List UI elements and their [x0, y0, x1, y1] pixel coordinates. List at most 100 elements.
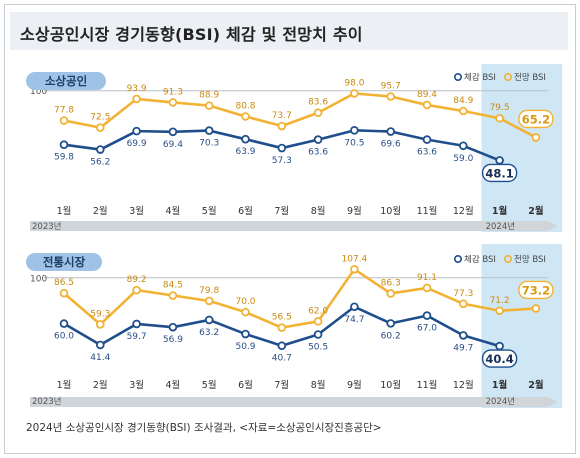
data-point	[495, 113, 504, 123]
data-point	[277, 121, 287, 131]
data-label-box	[481, 349, 518, 368]
x-tick-label: 4월	[166, 379, 181, 391]
data-label: 77.8	[54, 106, 74, 116]
x-tick-label: 1월	[57, 205, 72, 217]
data-point	[422, 283, 432, 293]
data-point	[132, 285, 141, 295]
data-point	[96, 123, 105, 132]
data-point	[168, 291, 178, 300]
data-point	[204, 126, 214, 135]
data-label: 70.0	[235, 297, 255, 307]
x-tick-label: 8월	[311, 379, 326, 391]
data-point	[204, 296, 214, 306]
data-point	[59, 288, 69, 298]
year-label-2024: 2024년	[486, 221, 515, 232]
data-point	[350, 302, 359, 312]
data-label: 67.0	[417, 324, 437, 334]
highlight-2024-band	[481, 244, 563, 408]
x-tick-label: 1월	[492, 379, 507, 391]
x-tick-label: 11월	[417, 379, 438, 391]
data-point	[204, 315, 214, 325]
data-point	[96, 320, 105, 329]
series-line-outlook	[63, 92, 537, 139]
data-point	[495, 306, 504, 316]
data-point	[313, 135, 323, 144]
x-tick-label: 2월	[528, 379, 543, 391]
data-point	[132, 319, 141, 329]
data-label: 50.9	[235, 342, 255, 352]
data-label: 57.3	[272, 156, 292, 166]
data-label: 72.5	[90, 113, 110, 123]
data-label: 84.5	[163, 281, 183, 291]
data-point	[277, 323, 287, 332]
x-tick-label: 2월	[528, 205, 543, 217]
data-point	[59, 116, 69, 125]
data-label: 69.4	[163, 140, 183, 150]
x-tick-label: 7월	[274, 379, 289, 391]
data-label: 89.4	[417, 90, 437, 100]
data-label: 65.2	[522, 112, 550, 126]
x-tick-label: 4월	[166, 205, 181, 217]
data-point	[132, 126, 141, 136]
data-label: 98.0	[344, 78, 364, 88]
data-label: 91.1	[417, 273, 437, 283]
chart-panel-2: 100 전통시장 체감 BSI 전망 BSI 60.0 41.4 59.7 56.9 63.2 5…	[26, 244, 563, 408]
x-tick-label: 5월	[202, 379, 217, 391]
data-point	[386, 319, 396, 328]
data-label: 60.0	[54, 332, 74, 342]
data-label: 56.5	[272, 313, 292, 323]
x-tick-label: 5월	[202, 205, 217, 217]
x-tick-label: 12월	[453, 379, 474, 391]
title-bar: 소상공인시장 경기동향(BSI) 체감 및 전망치 추이	[10, 12, 568, 50]
data-label: 63.6	[417, 148, 437, 158]
data-label-box	[518, 109, 554, 129]
x-tick-label: 11월	[417, 205, 438, 217]
reference-line-label: 100	[30, 87, 47, 97]
data-label: 70.5	[344, 138, 364, 148]
data-point	[241, 134, 250, 144]
data-label: 73.2	[522, 283, 550, 297]
data-point	[422, 100, 432, 110]
data-point	[350, 264, 359, 274]
data-point	[386, 127, 396, 136]
x-tick-label: 12월	[453, 205, 474, 217]
data-point	[168, 98, 178, 107]
data-point	[458, 299, 468, 309]
data-point	[458, 106, 468, 116]
x-tick-label: 2월	[93, 379, 108, 391]
data-label: 80.8	[235, 101, 255, 111]
data-point	[386, 289, 396, 298]
legend: 체감 BSI 전망 BSI	[453, 254, 546, 265]
data-label: 56.9	[163, 335, 183, 345]
data-point	[277, 143, 287, 153]
x-tick-label: 1월	[57, 379, 72, 391]
x-tick-label: 9월	[347, 379, 362, 391]
data-point	[277, 341, 287, 351]
data-point	[495, 156, 504, 165]
data-point	[458, 331, 468, 340]
panel-badge	[26, 72, 106, 90]
data-point	[132, 94, 141, 104]
legend-label-outlook: 전망 BSI	[514, 254, 546, 265]
data-label: 63.9	[235, 147, 255, 157]
data-point	[313, 108, 323, 118]
data-point	[241, 307, 250, 317]
data-label: 41.4	[90, 353, 110, 363]
data-label: 107.4	[342, 254, 368, 264]
data-label: 59.0	[453, 154, 473, 164]
data-label: 49.7	[453, 343, 473, 353]
data-label: 60.2	[381, 331, 401, 341]
data-label: 88.9	[199, 91, 219, 101]
x-tick-label: 7월	[274, 205, 289, 217]
data-point	[350, 89, 359, 98]
data-label: 77.3	[453, 289, 473, 299]
source-note: 2024년 소상공인시장 경기동향(BSI) 조사결과, <자료=소상공인시장진…	[26, 422, 382, 434]
data-label: 79.8	[199, 286, 219, 296]
legend: 체감 BSI 전망 BSI	[453, 72, 546, 83]
data-label: 59.8	[54, 153, 74, 163]
data-point	[386, 92, 396, 101]
data-label: 95.7	[381, 81, 401, 91]
data-label: 70.3	[199, 139, 219, 149]
data-label: 59.3	[90, 309, 110, 319]
